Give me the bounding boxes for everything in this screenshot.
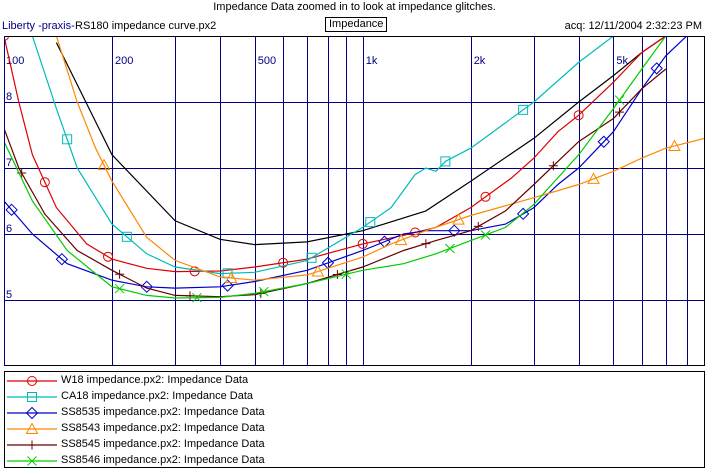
- legend-label: CA18 impedance.px2: Impedance Data: [61, 390, 254, 402]
- marker-triangle: [394, 233, 408, 246]
- marker-x: [192, 292, 202, 303]
- legend-label: SS8545 impedance.px2: Impedance Data: [61, 438, 265, 450]
- marker-x: [114, 283, 125, 294]
- legend-item: CA18 impedance.px2: Impedance Data: [5, 389, 704, 405]
- y-tick-label: 6: [6, 223, 12, 235]
- plot-frame: [4, 36, 705, 366]
- legend-item: SS8543 impedance.px2: Impedance Data: [5, 421, 704, 437]
- marker-plus: [615, 107, 625, 117]
- file-name: RS180 impedance curve.px2: [75, 20, 217, 32]
- marker-x: [480, 230, 491, 240]
- legend-item: W18 impedance.px2: Impedance Data: [5, 373, 704, 389]
- series-3: [5, 37, 687, 294]
- legend-swatch: [7, 406, 57, 420]
- marker-square: [306, 252, 317, 263]
- series-0: [55, 37, 666, 246]
- marker-circle: [480, 191, 491, 202]
- marker-diamond: [55, 252, 69, 266]
- marker-plus: [473, 221, 483, 231]
- y-tick-label: 5: [6, 289, 12, 301]
- legend-item: SS8546 impedance.px2: Impedance Data: [5, 453, 704, 469]
- legend-item: SS8545 impedance.px2: Impedance Data: [5, 437, 704, 453]
- marker-triangle: [452, 213, 465, 225]
- x-tick-label: 1k: [366, 55, 378, 67]
- marker-circle: [39, 177, 50, 188]
- series-5: [5, 68, 667, 301]
- marker-x: [258, 286, 269, 297]
- series-line: [32, 37, 614, 275]
- series-2: [32, 37, 614, 279]
- mode-button[interactable]: Impedance: [325, 17, 388, 32]
- series-4: [56, 37, 704, 283]
- chart-title: Impedance Data zoomed in to look at impe…: [213, 1, 496, 13]
- marker-plus: [548, 161, 558, 171]
- marker-diamond: [516, 207, 530, 221]
- marker-diamond: [650, 62, 663, 75]
- x-tick-label: 500: [258, 55, 276, 67]
- marker-triangle: [668, 139, 681, 152]
- marker-square: [365, 217, 376, 228]
- legend-swatch: [7, 376, 57, 386]
- x-tick-label: 2k: [474, 55, 486, 67]
- marker-triangle: [587, 172, 600, 184]
- marker-plus: [185, 291, 195, 301]
- series-line: [55, 37, 666, 246]
- series-6: [5, 37, 666, 303]
- acquisition-time: acq: 12/11/2004 2:32:23 PM: [564, 20, 702, 32]
- marker-diamond: [25, 406, 39, 420]
- marker-triangle: [97, 158, 111, 171]
- series-line: [5, 37, 666, 273]
- y-tick-label: 7: [6, 157, 12, 169]
- legend-label: W18 impedance.px2: Impedance Data: [61, 374, 249, 386]
- legend-label: SS8543 impedance.px2: Impedance Data: [61, 422, 265, 434]
- marker-circle: [278, 257, 289, 268]
- legend-swatch: [7, 392, 57, 402]
- marker-diamond: [448, 224, 461, 237]
- marker-circle: [573, 110, 584, 121]
- marker-x: [614, 95, 625, 105]
- marker-plus: [27, 440, 37, 450]
- marker-circle: [27, 376, 37, 386]
- legend-label: SS8546 impedance.px2: Impedance Data: [61, 454, 265, 466]
- legend: W18 impedance.px2: Impedance Data CA18 im…: [4, 371, 705, 468]
- marker-x: [341, 269, 352, 280]
- marker-plus: [421, 239, 431, 249]
- grid: [4, 36, 705, 366]
- marker-triangle: [311, 264, 325, 277]
- y-tick-label: 8: [6, 91, 12, 103]
- series-line: [5, 37, 666, 299]
- marker-x: [445, 243, 455, 254]
- marker-diamond: [140, 280, 153, 294]
- marker-plus: [332, 270, 342, 280]
- marker-diamond: [221, 279, 234, 292]
- x-tick-label: 5k: [616, 55, 628, 67]
- marker-triangle: [224, 271, 238, 283]
- marker-square: [440, 156, 451, 167]
- marker-circle: [103, 251, 114, 262]
- series-line: [5, 68, 667, 298]
- series-line: [56, 37, 704, 281]
- marker-diamond: [597, 135, 610, 148]
- marker-triangle: [25, 422, 39, 434]
- marker-circle: [189, 266, 200, 277]
- marker-square: [518, 104, 529, 115]
- legend-label: SS8535 impedance.px2: Impedance Data: [61, 406, 265, 418]
- legend-swatch: [7, 422, 57, 434]
- x-tick-label: 200: [115, 55, 133, 67]
- marker-square: [62, 134, 73, 145]
- series-line: [5, 37, 687, 289]
- marker-square: [27, 392, 37, 402]
- legend-swatch: [7, 440, 57, 450]
- source-label: Liberty -praxis-: [2, 20, 75, 32]
- marker-diamond: [5, 203, 18, 217]
- marker-circle: [357, 238, 368, 249]
- legend-swatch: [7, 456, 57, 466]
- marker-square: [121, 231, 132, 242]
- marker-x: [27, 456, 37, 466]
- marker-plus: [115, 269, 125, 279]
- legend-item: SS8535 impedance.px2: Impedance Data: [5, 405, 704, 421]
